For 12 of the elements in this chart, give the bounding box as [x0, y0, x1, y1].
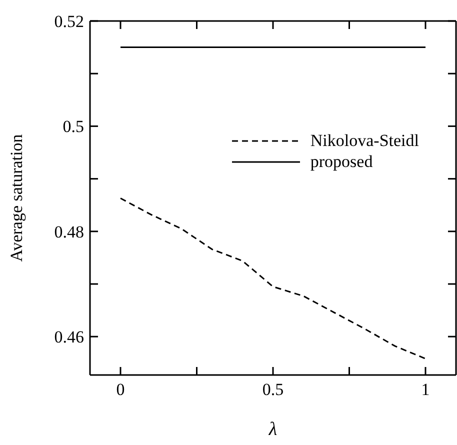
y-tick-label: 0.52: [54, 12, 84, 32]
y-axis-title: Average saturation: [7, 134, 26, 262]
x-tick-label: 1: [421, 380, 430, 400]
y-tick-label: 0.46: [54, 328, 84, 347]
line-series: [120, 198, 426, 360]
legend-label: Nikolova-Steidl: [310, 130, 419, 151]
x-tick-label: 0: [116, 380, 125, 400]
x-tick-label: 0.5: [262, 380, 284, 400]
y-tick-label: 0.5: [62, 117, 84, 136]
x-axis-title: λ: [268, 419, 278, 440]
legend-label: proposed: [310, 151, 373, 172]
y-tick-label: 0.48: [54, 222, 84, 242]
